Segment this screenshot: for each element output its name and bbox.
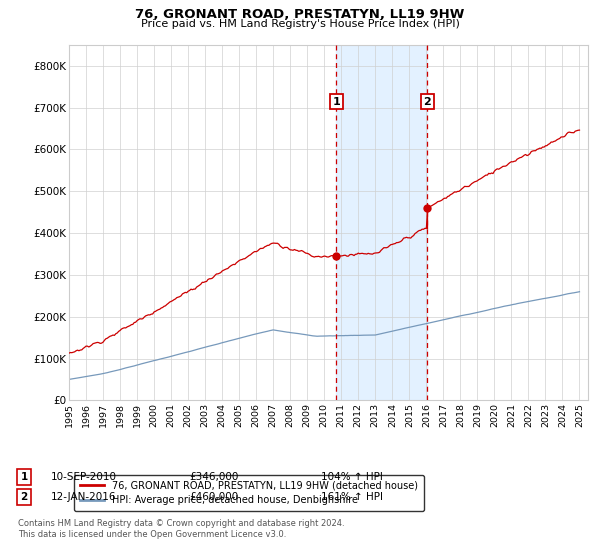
Text: Price paid vs. HM Land Registry's House Price Index (HPI): Price paid vs. HM Land Registry's House … (140, 19, 460, 29)
Text: 1: 1 (20, 472, 28, 482)
Text: 76, GRONANT ROAD, PRESTATYN, LL19 9HW: 76, GRONANT ROAD, PRESTATYN, LL19 9HW (136, 8, 464, 21)
Text: £346,000: £346,000 (189, 472, 238, 482)
Legend: 76, GRONANT ROAD, PRESTATYN, LL19 9HW (detached house), HPI: Average price, deta: 76, GRONANT ROAD, PRESTATYN, LL19 9HW (d… (74, 475, 424, 511)
Text: 161% ↑ HPI: 161% ↑ HPI (321, 492, 383, 502)
Text: £460,000: £460,000 (189, 492, 238, 502)
Text: 2: 2 (20, 492, 28, 502)
Text: 1: 1 (332, 97, 340, 107)
Text: 2: 2 (424, 97, 431, 107)
Text: Contains HM Land Registry data © Crown copyright and database right 2024.
This d: Contains HM Land Registry data © Crown c… (18, 519, 344, 539)
Text: 12-JAN-2016: 12-JAN-2016 (51, 492, 116, 502)
Text: 104% ↑ HPI: 104% ↑ HPI (321, 472, 383, 482)
Text: 10-SEP-2010: 10-SEP-2010 (51, 472, 117, 482)
Bar (336, 45, 427, 400)
